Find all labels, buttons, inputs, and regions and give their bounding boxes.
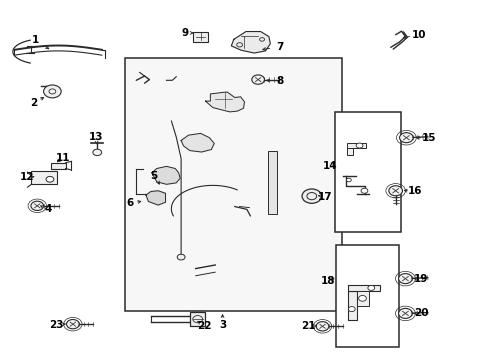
Circle shape [367,285,374,291]
Text: 18: 18 [321,276,335,286]
Polygon shape [205,92,244,112]
Text: 10: 10 [411,30,426,40]
Circle shape [66,319,79,329]
Circle shape [177,254,184,260]
Circle shape [46,176,54,182]
Circle shape [43,85,61,98]
Text: 5: 5 [150,171,158,181]
Text: 4: 4 [45,204,52,215]
Circle shape [398,309,411,319]
Text: 13: 13 [88,132,103,142]
Circle shape [360,188,367,193]
Circle shape [346,178,350,182]
Text: 1: 1 [32,35,40,45]
Polygon shape [231,32,270,53]
Text: 7: 7 [275,42,283,51]
Circle shape [398,274,411,284]
Circle shape [302,189,321,203]
Polygon shape [152,166,180,184]
Text: 11: 11 [56,153,70,163]
Text: 23: 23 [49,320,64,330]
Bar [267,151,276,214]
Text: 12: 12 [20,172,35,183]
Text: 19: 19 [413,274,427,284]
Bar [335,244,398,347]
Text: 17: 17 [317,192,331,202]
Text: 15: 15 [421,133,435,143]
Circle shape [358,296,366,301]
Bar [346,148,352,155]
Circle shape [316,321,328,331]
Circle shape [31,201,43,211]
Circle shape [399,133,412,143]
Polygon shape [146,191,165,205]
Text: 2: 2 [30,98,38,108]
Bar [334,112,400,232]
Bar [193,32,207,42]
Circle shape [355,143,362,148]
Bar [51,163,65,168]
Text: 6: 6 [126,198,133,208]
Text: 9: 9 [181,28,188,38]
Bar [346,143,366,148]
Circle shape [388,186,402,196]
Bar [31,171,57,184]
Text: 3: 3 [219,320,226,329]
Text: 21: 21 [301,321,315,331]
Text: 20: 20 [413,309,427,318]
Text: 14: 14 [322,161,336,171]
Bar [189,312,205,326]
Circle shape [347,307,354,312]
Circle shape [93,149,102,156]
FancyBboxPatch shape [125,58,341,311]
Circle shape [251,75,264,84]
Bar [356,291,368,306]
Text: 22: 22 [197,321,211,331]
Bar [347,285,379,291]
Polygon shape [181,134,214,152]
Text: 8: 8 [275,76,283,86]
Text: 16: 16 [407,186,422,197]
Bar [347,291,356,320]
